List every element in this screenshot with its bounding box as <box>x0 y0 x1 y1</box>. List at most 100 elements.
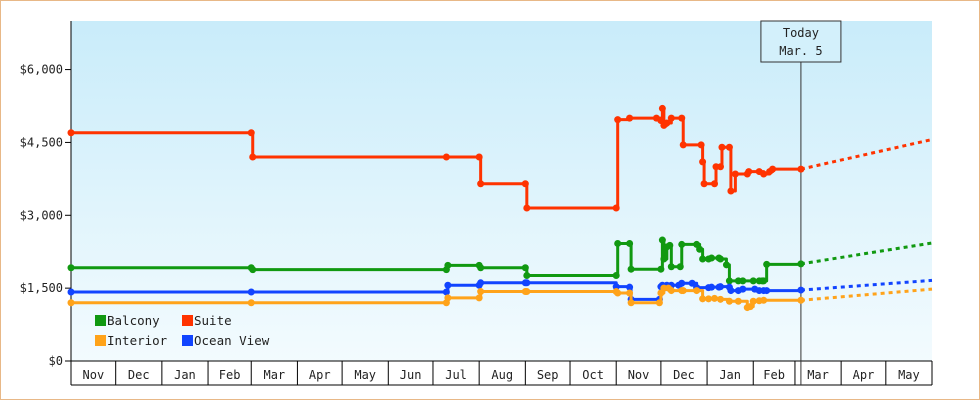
x-tick-label: Jan <box>174 368 196 382</box>
data-point-interior <box>716 295 724 303</box>
data-point-interior <box>679 287 687 295</box>
data-point-suite <box>678 114 686 122</box>
data-point-interior <box>734 297 742 305</box>
x-tick-label: Nov <box>83 368 105 382</box>
data-point-suite <box>716 163 724 171</box>
data-point-suite <box>731 170 739 178</box>
x-tick-label: Sep <box>537 368 559 382</box>
x-tick-label: Nov <box>628 368 650 382</box>
x-tick-label: Dec <box>128 368 150 382</box>
y-tick-label: $4,500 <box>20 135 63 149</box>
data-point-balcony <box>760 277 768 285</box>
x-tick-label: Dec <box>673 368 695 382</box>
data-point-interior <box>477 288 485 296</box>
today-box <box>760 20 842 63</box>
data-point-interior <box>626 289 634 297</box>
data-point-interior <box>247 299 255 307</box>
data-point-suite <box>745 168 753 176</box>
axes: $0 $1,500 $3,000 $4,500 $6,000 Nov Dec Jan Feb Ma… <box>20 21 933 386</box>
x-tick-label: May <box>898 368 920 382</box>
series-lines <box>67 104 933 312</box>
data-point-interior <box>655 299 663 307</box>
data-point-interior <box>705 295 713 303</box>
data-point-balcony <box>722 261 730 269</box>
data-point-balcony <box>763 260 771 268</box>
data-point-balcony <box>666 241 674 249</box>
projection-line-ocean-view <box>800 278 933 292</box>
data-point-balcony <box>521 264 529 272</box>
data-point-suite <box>699 158 707 166</box>
data-point-suite <box>626 114 634 122</box>
data-point-suite <box>442 153 450 161</box>
data-point-ocean-view <box>626 283 634 291</box>
data-point-suite <box>700 180 708 188</box>
data-point-ocean-view <box>477 279 485 287</box>
data-point-balcony <box>660 255 668 263</box>
data-point-ocean-view <box>678 279 686 287</box>
data-point-balcony <box>725 277 733 285</box>
y-tick-label: $3,000 <box>20 208 63 222</box>
data-point-ocean-view <box>612 283 620 291</box>
x-tick-label: Mar <box>263 368 285 382</box>
x-tick-label: Oct <box>582 368 604 382</box>
data-point-suite <box>477 180 485 188</box>
data-point-suite <box>658 104 666 112</box>
data-point-ocean-view <box>727 287 735 295</box>
data-point-interior <box>523 288 531 296</box>
x-tick-label: Jul <box>445 368 467 382</box>
data-point-suite <box>727 187 735 195</box>
data-point-suite <box>249 153 257 161</box>
legend-label-suite: Suite <box>194 313 232 328</box>
x-tick-label: Apr <box>853 368 875 382</box>
data-point-balcony <box>797 260 805 268</box>
data-point-balcony <box>739 277 747 285</box>
data-point-suite <box>679 141 687 149</box>
data-point-balcony <box>749 277 757 285</box>
legend-swatch-balcony <box>95 315 106 326</box>
data-point-suite <box>769 165 777 173</box>
data-point-suite <box>67 129 75 137</box>
data-point-balcony <box>699 255 707 263</box>
data-point-balcony <box>708 254 716 262</box>
legend-swatch-interior <box>95 335 106 346</box>
data-point-ocean-view <box>442 288 450 296</box>
data-point-ocean-view <box>523 279 531 287</box>
data-point-ocean-view <box>797 286 805 294</box>
data-point-interior <box>627 299 635 307</box>
data-point-interior <box>444 294 452 302</box>
data-point-balcony <box>678 240 686 248</box>
data-point-balcony <box>716 255 724 263</box>
data-point-balcony <box>249 266 257 274</box>
data-point-interior <box>725 297 733 305</box>
today-label: Today <box>783 26 819 40</box>
data-point-balcony <box>612 272 620 280</box>
data-point-suite <box>475 153 483 161</box>
y-tick-label: $6,000 <box>20 63 63 77</box>
x-tick-label: Feb <box>763 368 785 382</box>
x-tick-label: Mar <box>807 368 829 382</box>
x-tick-label: Jun <box>400 368 422 382</box>
legend-label-ocean-view: Ocean View <box>194 333 270 348</box>
data-point-interior <box>699 295 707 303</box>
legend-swatch-suite <box>182 315 193 326</box>
data-point-suite <box>521 180 529 188</box>
data-point-ocean-view <box>688 279 696 287</box>
x-tick-label: Jan <box>719 368 741 382</box>
data-point-ocean-view <box>247 288 255 296</box>
data-point-interior <box>667 287 675 295</box>
data-point-suite <box>697 141 705 149</box>
data-point-balcony <box>658 236 666 244</box>
data-point-interior <box>797 296 805 304</box>
data-point-interior <box>711 294 719 302</box>
data-point-balcony <box>477 264 485 272</box>
data-point-suite <box>663 119 671 127</box>
legend: Balcony Suite Interior Ocean View <box>95 313 270 348</box>
data-point-ocean-view <box>739 285 747 293</box>
x-tick-label: Apr <box>309 368 331 382</box>
data-point-balcony <box>676 263 684 271</box>
data-point-suite <box>612 204 620 212</box>
data-point-suite <box>725 143 733 151</box>
data-point-balcony <box>614 239 622 247</box>
